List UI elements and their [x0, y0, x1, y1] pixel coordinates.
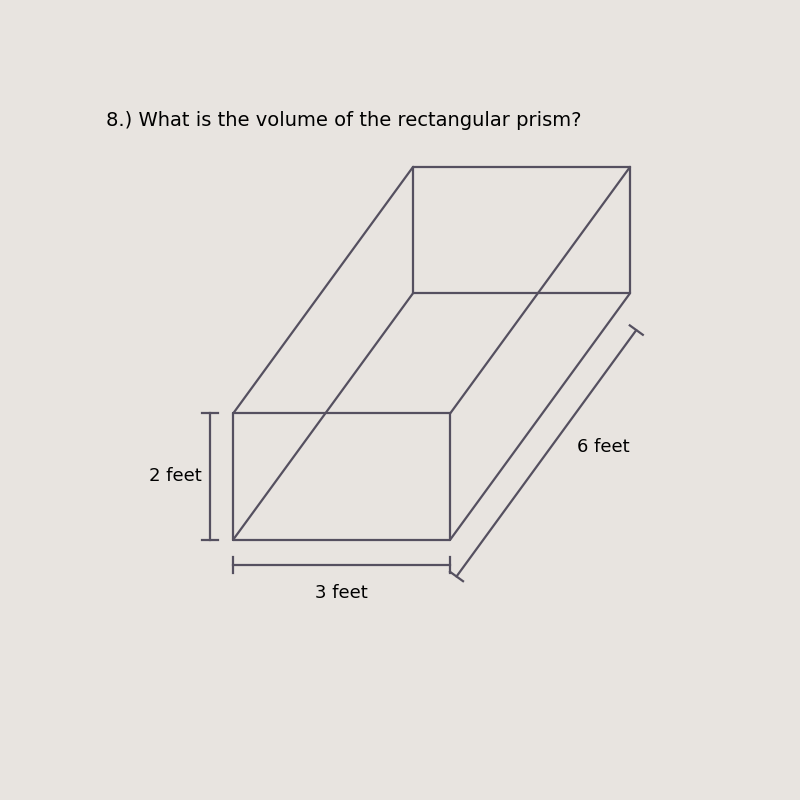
Text: 2 feet: 2 feet — [150, 467, 202, 486]
Text: 6 feet: 6 feet — [578, 438, 630, 456]
Text: 8.) What is the volume of the rectangular prism?: 8.) What is the volume of the rectangula… — [106, 111, 582, 130]
Text: 3 feet: 3 feet — [315, 584, 368, 602]
